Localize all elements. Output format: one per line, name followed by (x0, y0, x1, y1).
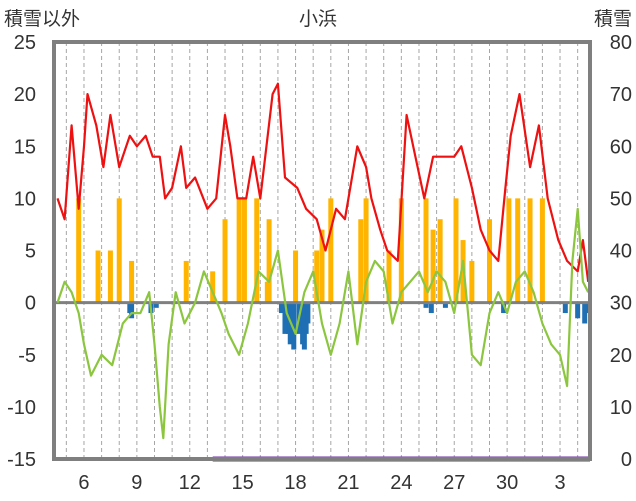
orange-bar (293, 250, 299, 303)
orange-bar (76, 198, 82, 303)
orange-bar (515, 198, 521, 303)
blue-bar (501, 302, 507, 314)
orange-bar (210, 271, 216, 303)
orange-bar (487, 219, 492, 303)
orange-bar (319, 229, 325, 303)
blue-bar (442, 302, 448, 308)
orange-bar (183, 260, 189, 303)
x-tick-label: 21 (337, 472, 359, 494)
blue-bar (428, 302, 434, 314)
x-tick-label: 9 (131, 472, 142, 494)
orange-bar (527, 198, 533, 303)
y-right-tick-label: 20 (610, 345, 632, 367)
y-right-tick-label: 40 (610, 241, 632, 263)
y-left-tick-label: -15 (7, 449, 36, 471)
x-tick-label: 27 (443, 472, 465, 494)
plot-frame (52, 40, 592, 461)
y-right-tick-label: 50 (610, 188, 632, 210)
orange-bar (398, 198, 404, 303)
blue-bar (562, 302, 568, 314)
orange-bar (236, 198, 242, 303)
orange-bar (314, 250, 320, 303)
x-tick-label: 3 (554, 472, 565, 494)
orange-bar (423, 198, 429, 303)
orange-bar (469, 260, 475, 303)
orange-bar (266, 219, 272, 303)
orange-bar (254, 198, 260, 303)
y-left-tick-label: 15 (14, 136, 36, 158)
orange-bar (437, 219, 443, 303)
blue-bar (291, 302, 297, 350)
x-tick-label: 24 (390, 472, 412, 494)
orange-bar (222, 219, 228, 303)
orange-bar (386, 250, 392, 303)
y-left-tick-label: -10 (7, 397, 36, 419)
x-tick-label: 6 (78, 472, 89, 494)
orange-bar (506, 198, 512, 303)
orange-bar (95, 250, 101, 303)
orange-bar (116, 198, 122, 303)
blue-bar (129, 302, 135, 319)
y-left-tick-label: 10 (14, 188, 36, 210)
orange-bar (430, 229, 436, 303)
orange-bar (539, 198, 545, 303)
x-tick-label: 30 (496, 472, 518, 494)
orange-bar (129, 260, 135, 303)
red-line-series (56, 82, 590, 282)
orange-bar (358, 219, 364, 303)
orange-bar (241, 198, 247, 303)
orange-bar (363, 198, 369, 303)
blue-bar (278, 302, 284, 314)
x-tick-label: 18 (284, 472, 306, 494)
y-right-tick-label: 80 (610, 32, 632, 54)
x-tick-label: 12 (179, 472, 201, 494)
y-right-tick-label: 60 (610, 136, 632, 158)
y-right-tick-label: 10 (610, 397, 632, 419)
green-line-series (56, 207, 590, 440)
blue-bar (575, 302, 581, 319)
y-right-tick-label: 30 (610, 293, 632, 315)
y-right-tick-label: 0 (621, 449, 632, 471)
blue-bar (423, 302, 429, 308)
x-tick-label: 15 (232, 472, 254, 494)
y-left-tick-label: 20 (14, 84, 36, 106)
y-left-tick-label: 5 (25, 241, 36, 263)
y-left-tick-label: 25 (14, 32, 36, 54)
left-axis-title: 積雪以外 (4, 8, 80, 30)
blue-bar (305, 302, 311, 324)
orange-bar (453, 198, 459, 303)
blue-bar (583, 302, 589, 314)
right-axis-title: 積雪 (594, 8, 632, 30)
y-left-tick-label: 0 (25, 293, 36, 315)
y-left-tick-label: -5 (18, 345, 36, 367)
y-right-tick-label: 70 (610, 84, 632, 106)
orange-bar (328, 198, 334, 303)
orange-bar (107, 250, 113, 303)
chart-title: 小浜 (299, 8, 337, 30)
blue-bar (153, 302, 159, 308)
